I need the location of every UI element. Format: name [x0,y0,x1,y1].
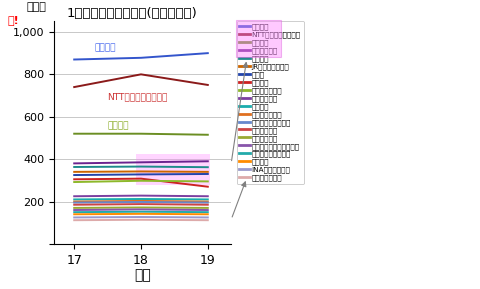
Text: マ!: マ! [7,15,19,25]
X-axis label: 年度: 年度 [134,268,151,282]
Legend: 日建設計, NTTファシリティーズ, 日本設計, 三菱地所設計, 久米設計, JR東日本建築設計, 梓設計, 山下設計, 石本建築事務所, 佐藤総合計画, 大建: 日建設計, NTTファシリティーズ, 日本設計, 三菱地所設計, 久米設計, J… [236,21,303,184]
Text: NTTファシリティーズ: NTTファシリティーズ [108,93,168,102]
Text: 日本設計: 日本設計 [108,121,129,130]
Text: 1級建築士の人数推移(設計事務所): 1級建築士の人数推移(設計事務所) [66,7,197,20]
Y-axis label: （人）: （人） [26,2,46,12]
Bar [135,154,210,185]
Text: 日建設計: 日建設計 [94,44,116,53]
